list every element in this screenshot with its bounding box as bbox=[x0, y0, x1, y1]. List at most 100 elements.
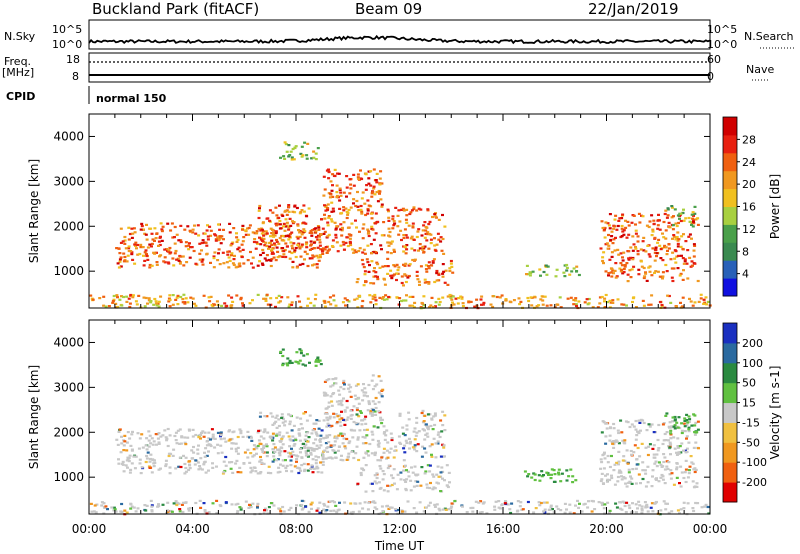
panel-power-cell bbox=[376, 200, 380, 203]
panel-power-cell bbox=[272, 233, 275, 237]
panel-power-cell bbox=[367, 177, 371, 180]
panel-power-cell bbox=[241, 224, 245, 227]
panel-velocity-cell bbox=[238, 428, 242, 431]
panel-power-cell bbox=[127, 245, 131, 248]
panel-power-cell bbox=[241, 240, 245, 243]
panel-power-cell bbox=[421, 229, 425, 232]
panel-power-cell bbox=[295, 235, 299, 238]
panel-velocity-cell bbox=[618, 469, 622, 472]
panel-velocity-cell bbox=[667, 445, 671, 448]
panel-velocity-cell bbox=[360, 389, 364, 392]
panel-velocity-cell bbox=[345, 458, 349, 461]
panel-power-cell bbox=[422, 224, 426, 227]
panel-velocity-cell bbox=[239, 432, 243, 435]
panel-power-cell bbox=[404, 299, 408, 302]
panel-power-cell bbox=[641, 299, 645, 302]
panel-power-cell bbox=[188, 229, 192, 232]
panel-power-cell bbox=[331, 195, 335, 198]
panel-velocity-cell bbox=[164, 459, 168, 462]
panel-power-cell bbox=[207, 296, 211, 299]
panel-velocity-cell bbox=[174, 500, 178, 503]
panel-power-cell bbox=[615, 228, 619, 231]
panel-power-cell bbox=[181, 301, 185, 304]
panel-velocity-cell bbox=[542, 510, 545, 513]
panel-power-cell bbox=[259, 237, 263, 240]
panel-velocity-cell bbox=[126, 431, 130, 434]
panel-power-cell bbox=[271, 247, 275, 250]
panel-power-cell bbox=[356, 190, 359, 194]
panel-power-cell bbox=[121, 240, 125, 243]
panel-velocity-cell bbox=[437, 507, 441, 510]
panel-power-cell bbox=[348, 237, 352, 240]
panel-velocity-cell bbox=[147, 465, 151, 468]
panel-velocity-cell bbox=[347, 455, 350, 458]
panel-power-cell bbox=[235, 236, 239, 239]
panel-power-cell bbox=[343, 297, 347, 300]
panel-power-cell bbox=[367, 234, 371, 238]
panel-power-cell bbox=[437, 218, 441, 221]
panel-velocity-cell bbox=[430, 417, 434, 420]
panel-power-cell bbox=[323, 217, 327, 220]
panel-power-cell bbox=[274, 305, 277, 308]
panel-power-cell bbox=[448, 293, 452, 297]
panel-velocity-cell bbox=[363, 394, 367, 397]
panel-velocity-cell bbox=[341, 442, 345, 445]
panel-velocity-cell bbox=[379, 393, 383, 396]
panel-power-cell bbox=[562, 271, 566, 274]
panel-velocity-cell bbox=[423, 438, 427, 441]
panel-velocity-cell bbox=[682, 476, 686, 480]
panel-velocity-cell bbox=[334, 382, 338, 385]
panel-velocity-cell bbox=[401, 510, 404, 513]
panel-velocity-cell bbox=[600, 431, 604, 434]
panel-velocity-cell bbox=[627, 504, 631, 507]
panel-velocity-cell bbox=[433, 487, 437, 490]
panel-velocity-cell bbox=[213, 446, 217, 449]
panel-power-cell bbox=[345, 236, 349, 239]
panel-velocity-cell bbox=[357, 396, 361, 399]
panel-velocity-cell bbox=[161, 503, 165, 506]
panel-power-cell bbox=[297, 242, 301, 245]
panel-power-cell bbox=[601, 256, 605, 259]
panel-velocity-cell bbox=[668, 444, 672, 447]
panel-power-cell bbox=[604, 221, 608, 224]
panel-velocity-cell bbox=[610, 476, 614, 480]
panel-power-cell bbox=[334, 236, 338, 239]
panel-power-cell bbox=[238, 262, 242, 265]
panel-power-cell bbox=[358, 230, 361, 233]
panel-velocity-cell bbox=[439, 471, 443, 474]
panel-power-cell bbox=[336, 172, 339, 175]
panel-velocity-cell bbox=[616, 429, 620, 432]
panel-power-cell bbox=[427, 282, 431, 285]
panel-velocity-cell bbox=[126, 466, 129, 469]
panel-power-cell bbox=[187, 248, 191, 251]
panel-power-cell bbox=[422, 295, 426, 298]
panel-velocity-cell bbox=[277, 418, 281, 421]
panel-power-cell bbox=[296, 243, 300, 246]
panel-velocity-colorbar-swatch bbox=[723, 442, 737, 463]
panel-power-cell bbox=[371, 251, 375, 254]
panel-power-cell bbox=[167, 249, 171, 252]
panel-velocity-cell bbox=[93, 504, 97, 507]
panel-velocity-cell bbox=[600, 472, 604, 475]
panel-power-cell bbox=[681, 257, 685, 260]
panel-velocity-cell bbox=[306, 446, 310, 449]
panel-velocity-colorbar-swatch bbox=[723, 482, 737, 503]
panel-power-cell bbox=[434, 301, 438, 304]
panel-power-cell bbox=[139, 228, 143, 231]
panel-power-cell bbox=[326, 249, 330, 252]
panel-power-cell bbox=[242, 236, 246, 239]
panel-velocity-cell bbox=[603, 451, 606, 454]
panel-velocity-cell bbox=[431, 488, 435, 491]
panel-velocity-cell bbox=[386, 484, 390, 487]
panel-velocity-cell bbox=[157, 503, 160, 506]
panel-power-cell bbox=[386, 251, 390, 254]
panel-velocity-cell bbox=[134, 455, 138, 458]
panel-power-cell bbox=[182, 293, 186, 296]
panel-velocity-cell bbox=[409, 489, 413, 492]
panel-velocity-cell bbox=[670, 510, 674, 513]
panel-power-cell bbox=[294, 255, 298, 259]
panel-velocity-cell bbox=[187, 468, 191, 472]
panel-velocity-cell bbox=[301, 507, 305, 510]
panel-velocity-cell bbox=[286, 364, 290, 367]
